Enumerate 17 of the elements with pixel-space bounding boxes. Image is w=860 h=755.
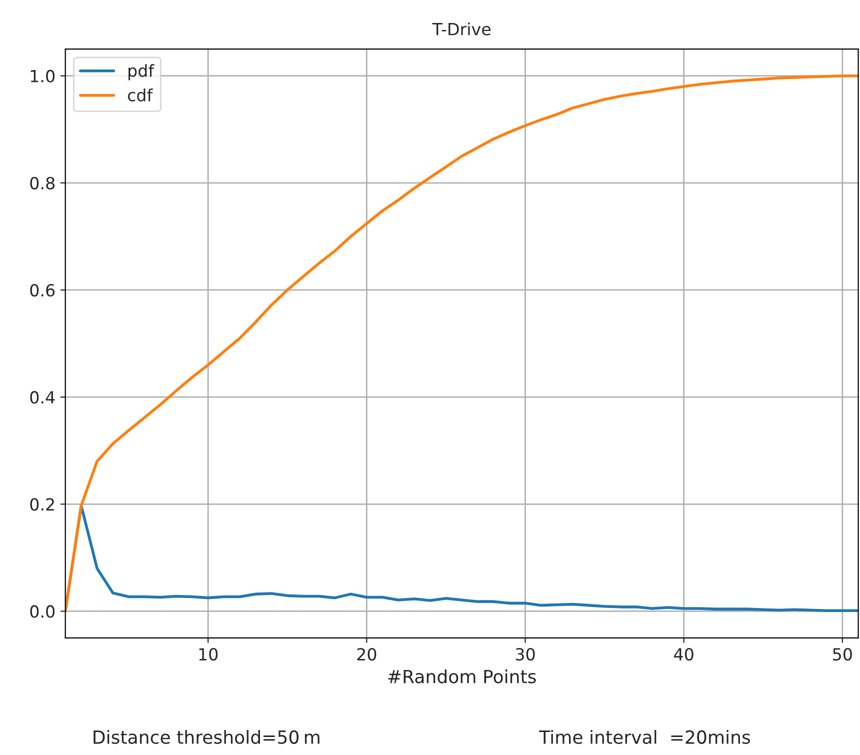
y-tick-label: 0.2 <box>30 498 54 511</box>
y-tick-label: 0.8 <box>30 176 54 190</box>
legend-label: pdf <box>128 64 154 80</box>
chart-title: T-Drive <box>432 22 490 36</box>
legend-label: cdf <box>128 88 153 102</box>
x-tick-label: 50 <box>833 648 852 661</box>
y-tick-label: 1.0 <box>30 70 55 82</box>
text: Distance threshold=50 m <box>94 730 320 744</box>
text: Time interval =20mins <box>539 730 750 744</box>
x-tick-label: 30 <box>516 648 535 661</box>
x-tick-label: 40 <box>674 648 694 661</box>
x-tick-label: 10 <box>199 648 218 661</box>
x-tick-label: 20 <box>357 648 376 661</box>
y-tick-label: 0.0 <box>30 605 55 618</box>
y-tick-label: 0.6 <box>30 284 55 297</box>
y-tick-label: 0.4 <box>30 391 55 404</box>
x-axis-title: #Random Points <box>388 669 536 684</box>
